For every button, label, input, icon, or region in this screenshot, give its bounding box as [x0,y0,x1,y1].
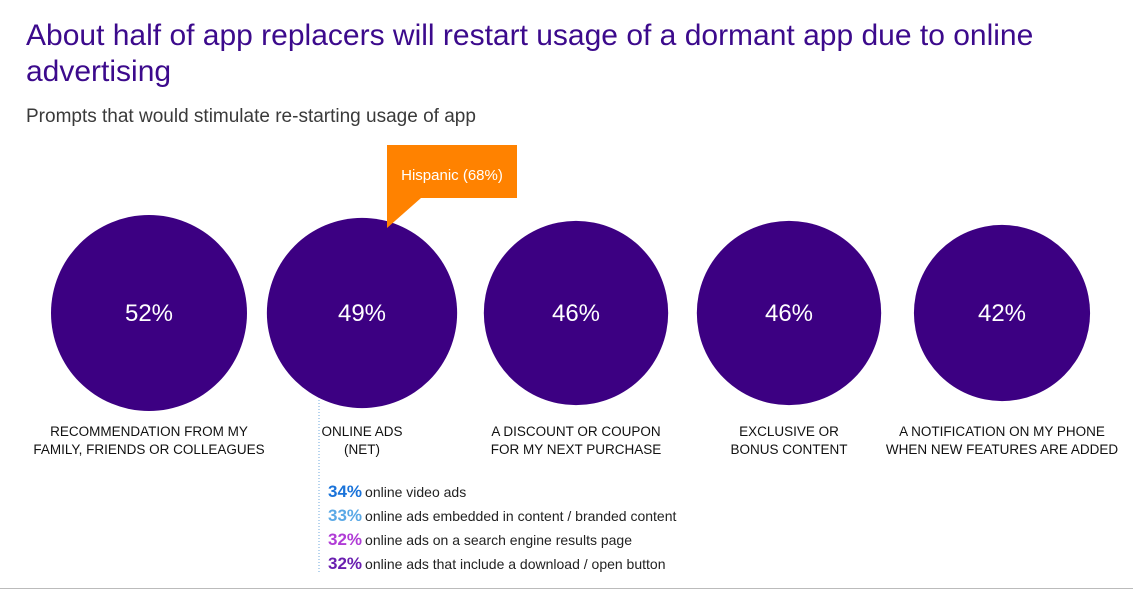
breakdown-percent: 32% [328,530,363,549]
bubble-value-3: 46% [552,300,600,327]
category-label-line: FOR MY NEXT PURCHASE [490,442,662,457]
category-label-5: A NOTIFICATION ON MY PHONE WHEN NEW FEATU… [882,423,1122,459]
category-label-line: RECOMMENDATION FROM MY [50,424,248,439]
category-label-4: EXCLUSIVE OR BONUS CONTENT [669,423,909,459]
bubble-value-4: 46% [765,300,813,327]
category-label-2: ONLINE ADS (NET) [242,423,482,459]
breakdown-item: 32% online ads on a search engine results… [328,528,676,552]
bubble-5 [913,224,1091,402]
callout-tail [387,198,421,228]
breakdown-text: online ads embedded in content / branded… [365,508,677,524]
bubble-4 [696,220,882,406]
category-label-line: ONLINE ADS [321,424,403,439]
callout-text: Hispanic (68%) [401,167,503,184]
category-label-line: EXCLUSIVE OR [739,424,839,439]
bubble-1 [51,215,247,411]
breakdown-item: 32% online ads that include a download / … [328,552,676,576]
bubble-value-1: 52% [125,300,173,327]
bubble-2 [266,217,458,409]
category-label-line: WHEN NEW FEATURES ARE ADDED [885,442,1119,457]
breakdown-percent: 33% [328,506,363,525]
breakdown-text: online video ads [365,484,467,500]
bubble-value-2: 49% [338,300,386,327]
breakdown-text: online ads on a search engine results pa… [365,532,632,548]
category-label-line: FAMILY, FRIENDS OR COLLEAGUES [33,442,265,457]
callout-box [387,145,517,198]
breakdown-percent: 34% [328,482,363,501]
bubble-value-5: 42% [978,300,1026,327]
category-label-line: A NOTIFICATION ON MY PHONE [899,424,1105,439]
category-label-line: (NET) [344,442,380,457]
bubble-3 [483,220,669,406]
online-ads-breakdown: 34% online video ads 33% online ads embedde… [328,480,676,576]
breakdown-item: 33% online ads embedded in content / bran… [328,504,676,528]
category-label-1: RECOMMENDATION FROM MY FAMILY, FRIENDS OR… [29,423,269,459]
bottom-divider [0,588,1133,589]
breakdown-percent: 32% [328,554,363,573]
category-label-3: A DISCOUNT OR COUPON FOR MY NEXT PURCHASE [456,423,696,459]
breakdown-text: online ads that include a download / ope… [365,556,666,572]
chart-title: About half of app replacers will restart… [26,19,1034,88]
category-label-line: A DISCOUNT OR COUPON [491,424,661,439]
breakdown-item: 34% online video ads [328,480,676,504]
category-label-line: BONUS CONTENT [730,442,848,457]
chart-subtitle: Prompts that would stimulate re-starting… [26,106,476,127]
